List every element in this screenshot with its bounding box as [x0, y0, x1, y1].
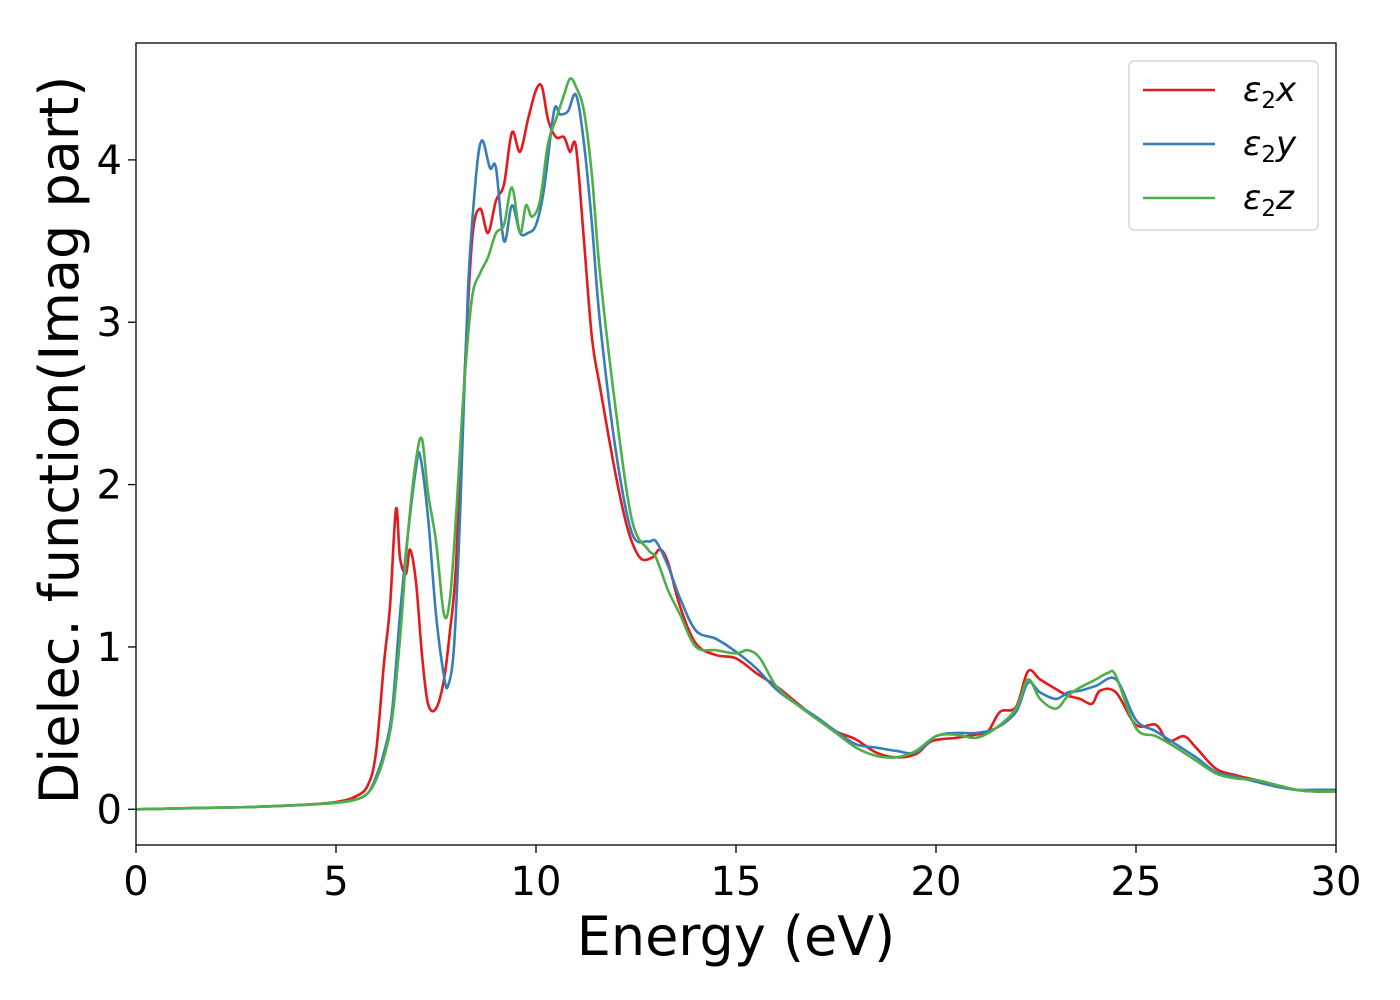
y-tick-label: 3 [97, 300, 122, 346]
x-tick-label: 0 [123, 859, 148, 905]
ticks-layer: 0 5 10 15 20 25 30 0 1 2 3 4 [97, 138, 1362, 905]
x-tick-label: 15 [711, 859, 762, 905]
x-tick-label: 30 [1311, 859, 1362, 905]
y-tick-label: 4 [97, 138, 122, 184]
legend: ε2x ε2y ε2z [1128, 60, 1319, 231]
series-layer [135, 77, 1337, 811]
legend-label-z: ε2z [1243, 178, 1295, 222]
x-tick-label: 25 [1111, 859, 1162, 905]
y-axis-label: Dielec. function(Imag part) [28, 76, 91, 805]
legend-label-y: ε2y [1243, 124, 1297, 168]
x-axis-label: Energy (eV) [577, 905, 896, 968]
legend-label-x: ε2x [1243, 70, 1297, 114]
y-tick-label: 1 [97, 625, 122, 671]
series-line-x [135, 82, 1337, 811]
y-tick-label: 2 [97, 463, 122, 509]
x-tick-label: 5 [323, 859, 348, 905]
x-tick-label: 10 [511, 859, 562, 905]
legend-box [1128, 60, 1319, 231]
x-tick-label: 20 [911, 859, 962, 905]
series-line-z [135, 77, 1337, 811]
y-tick-label: 0 [97, 787, 122, 833]
